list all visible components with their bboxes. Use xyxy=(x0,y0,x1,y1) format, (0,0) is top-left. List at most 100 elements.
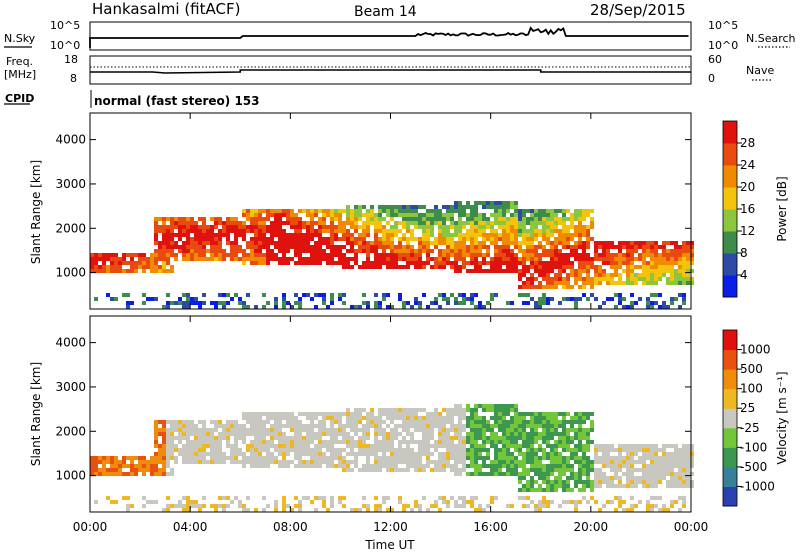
velocity-cell xyxy=(158,452,162,456)
velocity-cell xyxy=(254,428,258,432)
power-cell xyxy=(354,213,358,217)
power-cell xyxy=(678,273,682,277)
power-cell xyxy=(626,249,630,253)
power-cell xyxy=(510,261,514,265)
velocity-cell xyxy=(334,440,338,444)
power-cell xyxy=(542,277,546,281)
velocity-cell xyxy=(322,416,326,420)
power-cell xyxy=(390,257,394,261)
velocity-cell xyxy=(506,428,510,432)
power-cell xyxy=(682,241,686,245)
velocity-cell xyxy=(166,444,170,448)
velocity-cell xyxy=(166,464,170,468)
velocity-cell xyxy=(210,440,214,444)
power-cell xyxy=(474,249,478,253)
power-cell xyxy=(522,261,526,265)
velocity-cell xyxy=(438,468,442,472)
power-cell xyxy=(674,277,678,281)
velocity-cell xyxy=(646,472,650,476)
power-cell xyxy=(410,205,414,209)
velocity-cell xyxy=(534,504,538,508)
velocity-cell xyxy=(310,412,314,416)
velocity-cell xyxy=(418,440,422,444)
power-cell xyxy=(218,229,222,233)
power-cell xyxy=(374,237,378,241)
power-cell xyxy=(598,305,602,309)
velocity-cell xyxy=(366,456,370,460)
velocity-cell xyxy=(678,508,682,512)
power-cell xyxy=(618,245,622,249)
velocity-cell xyxy=(226,444,230,448)
velocity-cell xyxy=(450,440,454,444)
velocity-cell xyxy=(502,472,506,476)
power-cell xyxy=(118,261,122,265)
power-cell xyxy=(534,249,538,253)
power-cell xyxy=(282,245,286,249)
power-colorbar-swatch xyxy=(723,209,737,232)
velocity-cell xyxy=(398,468,402,472)
power-cell xyxy=(470,293,474,297)
power-cell xyxy=(446,297,450,301)
velocity-cell xyxy=(542,480,546,484)
power-cell xyxy=(386,209,390,213)
velocity-cell xyxy=(230,448,234,452)
power-cell xyxy=(482,225,486,229)
power-cell xyxy=(434,245,438,249)
velocity-cell xyxy=(462,412,466,416)
power-cell xyxy=(398,205,402,209)
velocity-cell xyxy=(514,416,518,420)
power-cell xyxy=(638,253,642,257)
velocity-cell xyxy=(238,424,242,428)
velocity-cell xyxy=(350,420,354,424)
power-cell xyxy=(378,261,382,265)
velocity-cell xyxy=(442,408,446,412)
power-cell xyxy=(470,213,474,217)
power-cell xyxy=(442,225,446,229)
velocity-cell xyxy=(258,416,262,420)
power-cell xyxy=(366,305,370,309)
power-cell xyxy=(198,245,202,249)
velocity-cell xyxy=(290,428,294,432)
velocity-cell xyxy=(546,484,550,488)
velocity-cell xyxy=(390,420,394,424)
power-cell xyxy=(650,305,654,309)
velocity-cell xyxy=(514,448,518,452)
power-cell xyxy=(362,233,366,237)
power-cell xyxy=(554,221,558,225)
power-cell xyxy=(598,281,602,285)
power-cell xyxy=(210,229,214,233)
velocity-cell xyxy=(374,448,378,452)
velocity-cell xyxy=(570,428,574,432)
velocity-cell xyxy=(438,416,442,420)
power-cell xyxy=(590,237,594,241)
velocity-cell xyxy=(626,476,630,480)
power-cell xyxy=(534,301,538,305)
velocity-cell xyxy=(342,448,346,452)
velocity-cell xyxy=(486,440,490,444)
velocity-cell xyxy=(326,416,330,420)
velocity-cell xyxy=(646,476,650,480)
power-colorbar-label: 12 xyxy=(740,224,755,238)
velocity-cell xyxy=(162,472,166,476)
velocity-cell xyxy=(462,464,466,468)
velocity-cell xyxy=(90,468,94,472)
velocity-cell xyxy=(582,456,586,460)
power-cell xyxy=(682,301,686,305)
power-cell xyxy=(518,209,522,213)
freq-frame xyxy=(89,55,692,85)
velocity-cell xyxy=(582,436,586,440)
power-cell xyxy=(190,229,194,233)
velocity-cell xyxy=(630,452,634,456)
power-cell xyxy=(290,257,294,261)
velocity-cell xyxy=(310,456,314,460)
velocity-cell xyxy=(586,460,590,464)
velocity-cell xyxy=(158,432,162,436)
power-cell xyxy=(246,293,250,297)
power-cell xyxy=(682,245,686,249)
velocity-cell xyxy=(426,464,430,468)
power-cell xyxy=(262,293,266,297)
power-cell xyxy=(462,261,466,265)
velocity-cell xyxy=(682,500,686,504)
power-cell xyxy=(374,253,378,257)
velocity-cell xyxy=(642,444,646,448)
